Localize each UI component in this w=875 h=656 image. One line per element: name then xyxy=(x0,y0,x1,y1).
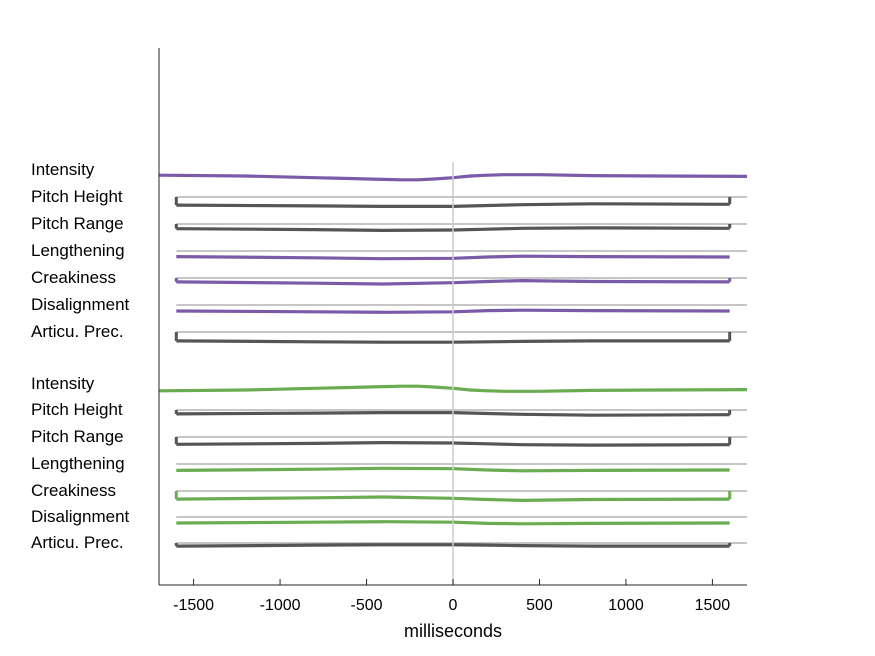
row-series-line xyxy=(176,226,730,232)
x-axis-title: milliseconds xyxy=(404,621,502,641)
row-label: Pitch Range xyxy=(31,214,124,233)
row-series-line xyxy=(176,308,730,314)
row-label: Pitch Height xyxy=(31,400,123,419)
row-2-3 xyxy=(174,436,747,447)
axes-layer: -1500 -1000 -500 0 500 1000 1500 milliseconds xyxy=(158,48,747,641)
row-label: Creakiness xyxy=(31,268,116,287)
row-series-line xyxy=(176,202,730,208)
x-tick-label: -500 xyxy=(351,597,383,614)
row-2-1 xyxy=(158,384,748,393)
row-1-7 xyxy=(174,331,747,344)
row-label: Disalignment xyxy=(31,507,130,526)
row-series-line xyxy=(176,411,730,417)
row-2-7 xyxy=(174,542,747,548)
row-label: Pitch Range xyxy=(31,427,124,446)
row-label: Pitch Height xyxy=(31,187,123,206)
row-series-line xyxy=(176,339,730,344)
row-label: Disalignment xyxy=(31,295,130,314)
row-series-line xyxy=(158,173,748,182)
row-2-2 xyxy=(174,409,747,417)
row-label: Lengthening xyxy=(31,454,125,473)
row-label: Intensity xyxy=(31,374,95,393)
row-labels: Intensity Pitch Height Pitch Range Lengthen… xyxy=(31,160,130,552)
row-1-3 xyxy=(174,223,747,232)
row-series-line xyxy=(176,441,730,447)
row-1-2 xyxy=(174,196,747,208)
row-series-line xyxy=(176,520,730,526)
row-label: Creakiness xyxy=(31,481,116,500)
row-series-line xyxy=(158,384,748,393)
row-1-4 xyxy=(176,250,747,261)
x-tick-label: -1000 xyxy=(260,597,301,614)
row-label: Lengthening xyxy=(31,241,125,260)
row-series-line xyxy=(176,254,730,261)
row-series-line xyxy=(176,466,730,473)
row-series-line xyxy=(176,543,730,548)
row-label: Articu. Prec. xyxy=(31,322,124,341)
rows-layer xyxy=(158,173,748,548)
x-tick-label: 500 xyxy=(526,597,553,614)
x-ticks: -1500 -1000 -500 0 500 1000 1500 xyxy=(173,579,730,614)
row-1-1 xyxy=(158,173,748,182)
row-1-5 xyxy=(174,277,747,286)
row-series-line xyxy=(176,279,730,286)
row-1-6 xyxy=(176,304,747,314)
row-label: Intensity xyxy=(31,160,95,179)
x-tick-label: 1000 xyxy=(608,597,644,614)
x-tick-label: 1500 xyxy=(695,597,731,614)
x-tick-label: 0 xyxy=(449,597,458,614)
row-2-6 xyxy=(176,516,747,526)
row-2-4 xyxy=(176,463,747,473)
x-tick-label: -1500 xyxy=(173,597,214,614)
row-2-5 xyxy=(174,490,747,502)
row-series-line xyxy=(176,495,730,502)
row-label: Articu. Prec. xyxy=(31,533,124,552)
